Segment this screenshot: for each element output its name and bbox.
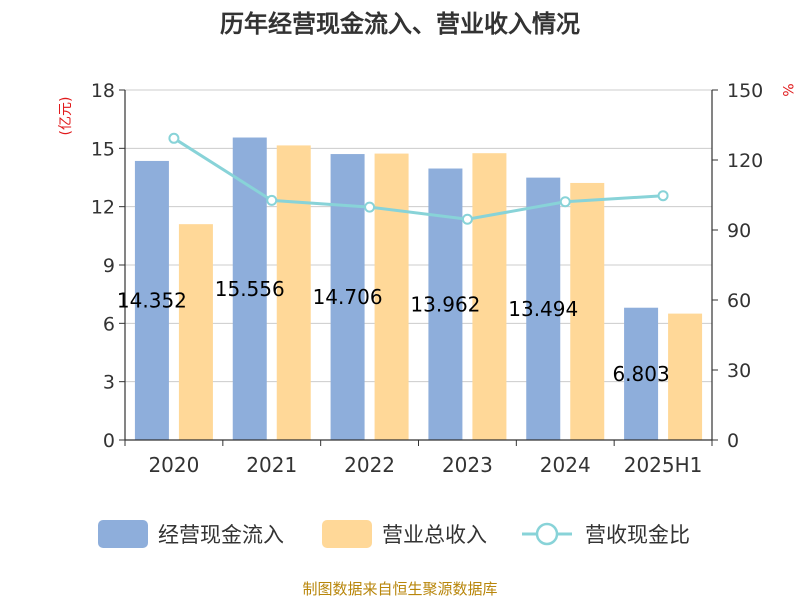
bar-cash-inflow: [526, 177, 561, 440]
legend-swatch-cash-inflow: [98, 520, 148, 548]
ratio-series-line: [173, 137, 664, 221]
legend-swatch-revenue: [322, 520, 372, 548]
left-tick-label: 3: [103, 372, 115, 394]
left-tick-label: 0: [103, 430, 115, 452]
data-label-cash-inflow: 6.803: [612, 362, 669, 386]
data-label-cash-inflow: 14.706: [313, 285, 383, 309]
left-tick-label: 15: [91, 138, 115, 160]
x-tick-label: 2022: [344, 453, 395, 477]
x-tick-label: 2021: [246, 453, 297, 477]
bar-revenue: [178, 224, 213, 440]
bar-revenue: [668, 313, 703, 440]
bar-revenue: [276, 145, 311, 440]
legend-label-ratio: 营收现金比: [585, 523, 690, 547]
ratio-point: [657, 190, 669, 202]
bar-revenue: [374, 153, 409, 441]
right-axis-unit: %: [779, 83, 795, 96]
axes: 0 3 6 9 12 15 18 0 30 60 90 120 150 2020 2021 2022 2023 2…: [91, 80, 763, 477]
gridlines: [125, 89, 712, 383]
x-tick-label: 2025H1: [624, 453, 703, 477]
right-tick-label: 120: [727, 150, 763, 172]
chart-title: 历年经营现金流入、营业收入情况: [220, 10, 580, 38]
bar-revenue: [472, 153, 507, 440]
legend-label-cash-inflow: 经营现金流入: [158, 523, 284, 547]
bar-cash-inflow: [330, 154, 365, 441]
data-label-cash-inflow: 13.494: [508, 297, 578, 321]
x-tick-label: 2023: [442, 453, 493, 477]
bars: [134, 137, 703, 441]
bar-revenue: [570, 182, 605, 440]
legend-marker-ratio: [535, 522, 559, 546]
ratio-point: [168, 132, 180, 144]
data-label-cash-inflow: 13.962: [410, 292, 480, 316]
left-tick-label: 12: [91, 197, 115, 219]
legend-label-revenue: 营业总收入: [382, 523, 487, 547]
data-labels: 14.352 15.556 14.706 13.962 13.494 6.803: [117, 277, 670, 386]
x-tick-label: 2024: [540, 453, 591, 477]
right-tick-label: 30: [727, 360, 751, 382]
ratio-point: [559, 196, 571, 208]
ratio-point: [266, 194, 278, 206]
right-tick-label: 60: [727, 290, 751, 312]
x-tick-label: 2020: [148, 453, 199, 477]
data-label-cash-inflow: 15.556: [215, 277, 285, 301]
ratio-line: [168, 132, 669, 225]
right-tick-label: 150: [727, 80, 763, 102]
source-note: 制图数据来自恒生聚源数据库: [302, 580, 497, 598]
left-axis-unit: (亿元): [58, 97, 74, 136]
bar-cash-inflow: [624, 307, 659, 440]
right-tick-label: 0: [727, 430, 739, 452]
left-tick-label: 18: [91, 80, 115, 102]
left-tick-label: 6: [103, 313, 115, 335]
ratio-point: [461, 213, 473, 225]
left-tick-label: 9: [103, 255, 115, 277]
data-label-cash-inflow: 14.352: [117, 288, 187, 312]
right-tick-label: 90: [727, 220, 751, 242]
legend: 经营现金流入 营业总收入 营收现金比: [98, 520, 690, 548]
ratio-point: [364, 201, 376, 213]
bar-cash-inflow: [134, 160, 169, 440]
